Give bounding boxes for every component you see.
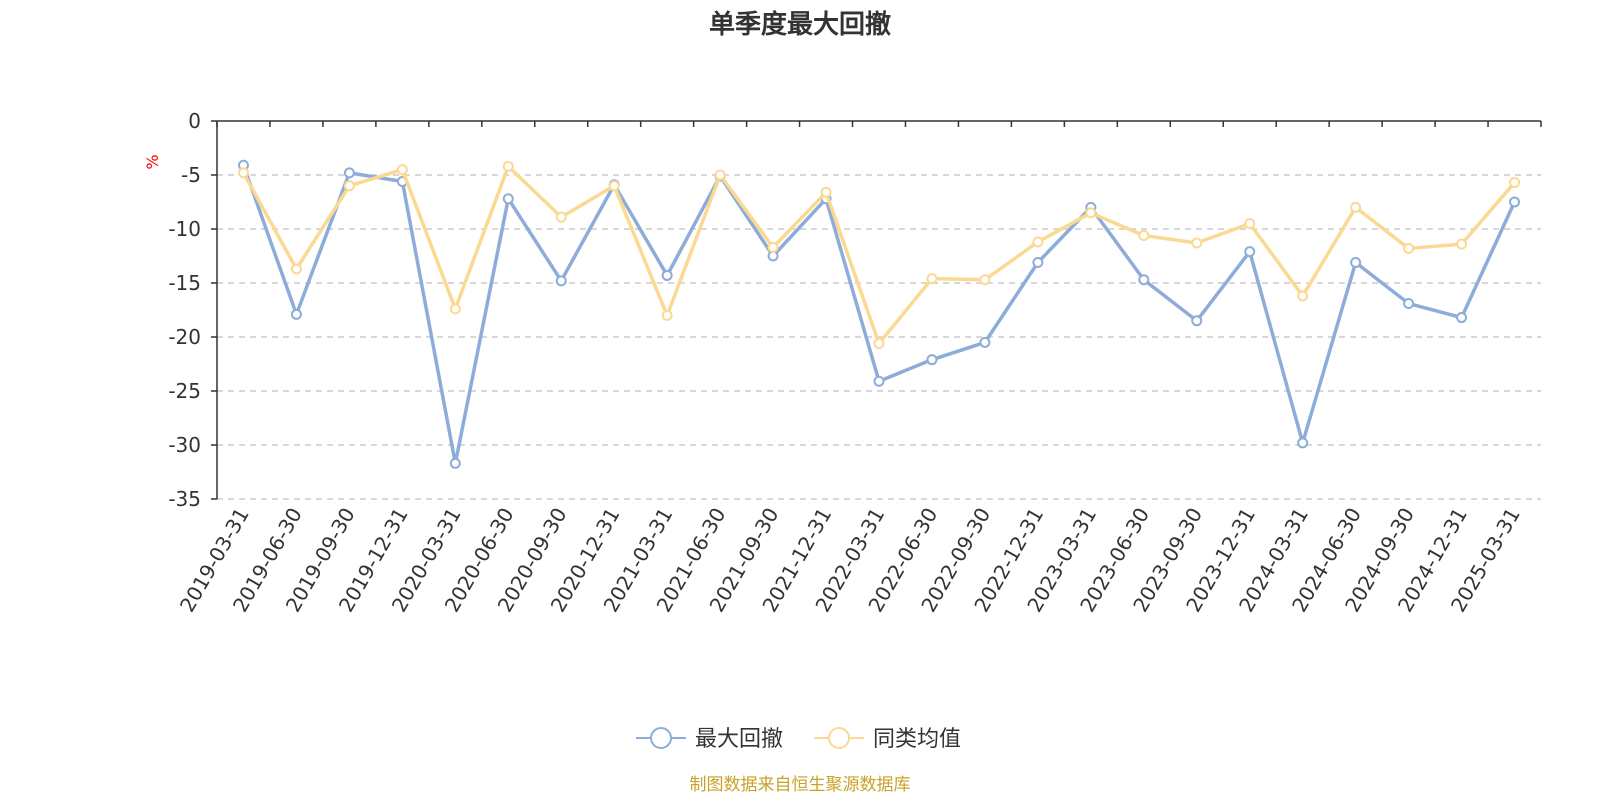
data-point[interactable] [555, 275, 567, 287]
data-point[interactable] [449, 457, 461, 469]
data-point[interactable] [343, 180, 355, 192]
y-tick-label: -5 [181, 163, 201, 187]
y-tick-label: -15 [168, 271, 201, 295]
data-point[interactable] [926, 354, 938, 366]
data-point[interactable] [1350, 201, 1362, 213]
data-point[interactable] [979, 336, 991, 348]
data-point[interactable] [1509, 177, 1521, 189]
data-point[interactable] [1456, 312, 1468, 324]
y-tick-label: 0 [188, 109, 201, 133]
data-point[interactable] [1032, 256, 1044, 268]
series-lines [237, 159, 1521, 469]
data-point[interactable] [1138, 274, 1150, 286]
series-0 [237, 159, 1521, 469]
data-point[interactable] [1403, 298, 1415, 310]
data-point[interactable] [1191, 237, 1203, 249]
data-point[interactable] [290, 308, 302, 320]
legend: 最大回撤 同类均值 [636, 727, 961, 752]
data-point[interactable] [237, 167, 249, 179]
data-point[interactable] [502, 160, 514, 172]
series-line [241, 164, 1516, 346]
chart-title: 单季度最大回撤 [709, 9, 891, 40]
data-point[interactable] [1297, 437, 1309, 449]
data-point[interactable] [555, 211, 567, 223]
x-axis-ticks: 2019-03-312019-06-302019-09-302019-12-31… [175, 121, 1542, 616]
data-point[interactable] [502, 193, 514, 205]
data-point[interactable] [1191, 315, 1203, 327]
series-1 [237, 160, 1521, 349]
data-point[interactable] [661, 309, 673, 321]
data-point[interactable] [1085, 207, 1097, 219]
data-point[interactable] [608, 180, 620, 192]
data-point[interactable] [396, 164, 408, 176]
y-axis-unit: % [143, 154, 162, 169]
data-point[interactable] [1403, 242, 1415, 254]
grid-lines [217, 174, 1541, 500]
data-point[interactable] [820, 186, 832, 198]
data-source-note: 制图数据来自恒生聚源数据库 [690, 775, 911, 795]
data-point[interactable] [449, 303, 461, 315]
data-point[interactable] [1138, 229, 1150, 241]
y-tick-label: -30 [168, 433, 201, 457]
data-point[interactable] [1350, 256, 1362, 268]
data-point[interactable] [873, 375, 885, 387]
y-axis-ticks: 0 -5 -10 -15 -20 -25 -30 -35 [168, 109, 217, 511]
data-point[interactable] [343, 167, 355, 179]
data-point[interactable] [1456, 238, 1468, 250]
data-point[interactable] [979, 274, 991, 286]
data-point[interactable] [926, 273, 938, 285]
y-tick-label: -10 [168, 217, 201, 241]
legend-label-max-drawdown: 最大回撤 [695, 727, 783, 752]
data-point[interactable] [767, 241, 779, 253]
data-point[interactable] [1244, 246, 1256, 258]
data-point[interactable] [873, 337, 885, 349]
data-point[interactable] [1032, 236, 1044, 248]
data-point[interactable] [1509, 196, 1521, 208]
axes [216, 120, 1541, 499]
data-point[interactable] [714, 169, 726, 181]
legend-item-category-average[interactable]: 同类均值 [814, 727, 961, 752]
series-line [241, 164, 1517, 466]
y-tick-label: -35 [168, 487, 201, 511]
legend-marker-max-drawdown [650, 727, 672, 749]
data-point[interactable] [1297, 290, 1309, 302]
legend-label-category-average: 同类均值 [873, 727, 961, 752]
data-point[interactable] [290, 263, 302, 275]
y-tick-label: -20 [168, 325, 201, 349]
y-tick-label: -25 [168, 379, 201, 403]
data-point[interactable] [1244, 218, 1256, 230]
legend-item-max-drawdown[interactable]: 最大回撤 [636, 727, 783, 752]
data-point[interactable] [661, 269, 673, 281]
legend-marker-category-average [828, 727, 850, 749]
